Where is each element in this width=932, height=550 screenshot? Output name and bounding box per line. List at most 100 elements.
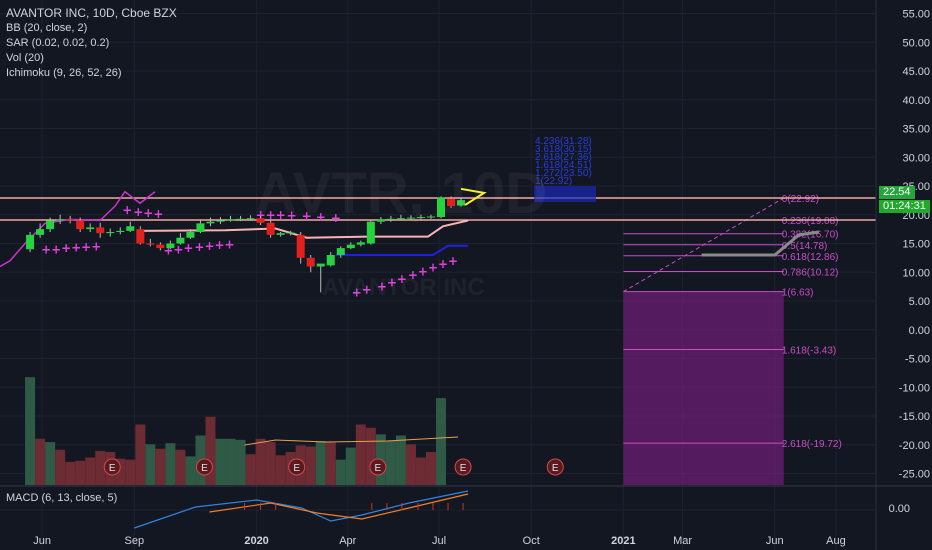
earnings-marker xyxy=(195,458,213,476)
candle xyxy=(126,226,135,231)
candle xyxy=(236,218,245,220)
fib-level-label: 0.382(16.70) xyxy=(782,230,839,241)
y-tick-label: 50.00 xyxy=(902,37,930,49)
macd-tick-label: 0.00 xyxy=(889,503,910,515)
sar-dot: + xyxy=(194,240,204,254)
x-tick-label: Jun xyxy=(766,535,784,547)
indicator-ichimoku[interactable]: Ichimoku (9, 26, 52, 26) xyxy=(6,67,122,79)
candle xyxy=(386,218,395,220)
kijun-line xyxy=(335,244,469,256)
fib-ext-label: 4.236(31.28) xyxy=(535,136,592,147)
volume-bar xyxy=(335,459,346,485)
bb-basis xyxy=(140,219,469,239)
volume-bar xyxy=(235,439,246,485)
volume-bar xyxy=(255,438,266,485)
sar-dot: + xyxy=(163,243,173,257)
earnings-label: E xyxy=(293,463,300,474)
volume-bar xyxy=(275,455,286,485)
volume-bar xyxy=(245,454,256,485)
fib-ext-label: 3.618(30.15) xyxy=(535,144,592,155)
candle xyxy=(336,248,345,255)
sar-dot: + xyxy=(408,268,418,282)
volume-bar xyxy=(315,441,326,485)
sar-dot: + xyxy=(204,239,214,253)
candle xyxy=(96,227,105,234)
volume-bar xyxy=(125,459,136,485)
candle xyxy=(156,244,165,249)
volume-bar xyxy=(415,457,426,485)
volume-bar xyxy=(395,435,406,485)
last-price-tag: 22.54 xyxy=(879,186,915,199)
candle xyxy=(447,198,456,207)
projection-path xyxy=(701,230,820,257)
y-tick-label: -25.00 xyxy=(899,469,930,481)
sar-dot: + xyxy=(438,257,448,271)
sar-dot: + xyxy=(173,242,183,256)
chart-title: AVANTOR INC, 10D, Cboe BZX xyxy=(6,6,177,20)
sar-dot: + xyxy=(362,283,372,297)
candle xyxy=(26,234,35,250)
sar-dot: + xyxy=(287,208,297,222)
volume-ma xyxy=(244,436,459,446)
candle xyxy=(356,242,365,245)
sar-dot: + xyxy=(276,208,286,222)
volume-bar xyxy=(65,461,76,485)
earnings-marker xyxy=(103,458,121,476)
candle xyxy=(306,257,315,267)
fib-level-label: 1.618(-3.43) xyxy=(782,345,836,356)
candle xyxy=(106,232,115,234)
volume-bar xyxy=(25,377,36,485)
candle xyxy=(186,232,195,238)
earnings-marker xyxy=(288,458,306,476)
volume-bar xyxy=(115,458,126,485)
sar-dot: + xyxy=(352,285,362,299)
candle xyxy=(56,219,65,221)
candle xyxy=(266,222,275,235)
countdown-tag: 01:24:31 xyxy=(879,200,930,213)
candle xyxy=(426,216,435,218)
candle xyxy=(226,219,235,221)
indicator-sar[interactable]: SAR (0.02, 0.02, 0.2) xyxy=(6,37,110,49)
candle xyxy=(346,244,355,249)
volume-bar xyxy=(145,444,156,485)
x-tick-label: Jun xyxy=(33,535,51,547)
fib-level-label: 0.236(19.08) xyxy=(782,216,839,227)
candle xyxy=(296,234,305,258)
y-tick-label: 10.00 xyxy=(902,267,930,279)
volume-bar xyxy=(405,444,416,485)
earnings-label: E xyxy=(375,463,382,474)
y-tick-label: -10.00 xyxy=(899,382,930,394)
fib-level-label: 0.5(14.78) xyxy=(782,241,828,252)
fib-level-label: 1(6.63) xyxy=(782,288,814,299)
candle xyxy=(316,263,325,267)
volume-bar xyxy=(135,424,146,485)
candle xyxy=(86,227,95,230)
macd-label[interactable]: MACD (6, 13, close, 5) xyxy=(6,492,118,504)
indicator-bb[interactable]: BB (20, close, 2) xyxy=(6,22,88,34)
x-tick-label: 2021 xyxy=(611,535,635,547)
earnings-marker xyxy=(454,458,472,476)
x-tick-label: Sep xyxy=(125,535,145,547)
watermark-name: AVANTOR INC xyxy=(322,274,485,301)
earnings-label: E xyxy=(201,463,208,474)
indicator-vol[interactable]: Vol (20) xyxy=(6,52,44,64)
candle xyxy=(166,243,175,249)
candle xyxy=(276,233,285,235)
sar-dot: + xyxy=(91,239,101,253)
volume-bar xyxy=(355,424,366,485)
candle xyxy=(366,221,375,244)
candle xyxy=(246,218,255,220)
volume-bar xyxy=(55,449,66,485)
fib-trend-line xyxy=(623,197,785,293)
volume-bar xyxy=(35,438,46,485)
sar-dot: + xyxy=(183,241,193,255)
sar-dot: + xyxy=(266,208,276,222)
candle xyxy=(216,220,225,222)
sar-dot: + xyxy=(81,240,91,254)
earnings-marker xyxy=(369,458,387,476)
volume-bar xyxy=(215,438,226,485)
x-tick-label: Mar xyxy=(673,535,692,547)
candle xyxy=(76,220,85,230)
fib-ext-label: 1(22.92) xyxy=(535,176,572,187)
